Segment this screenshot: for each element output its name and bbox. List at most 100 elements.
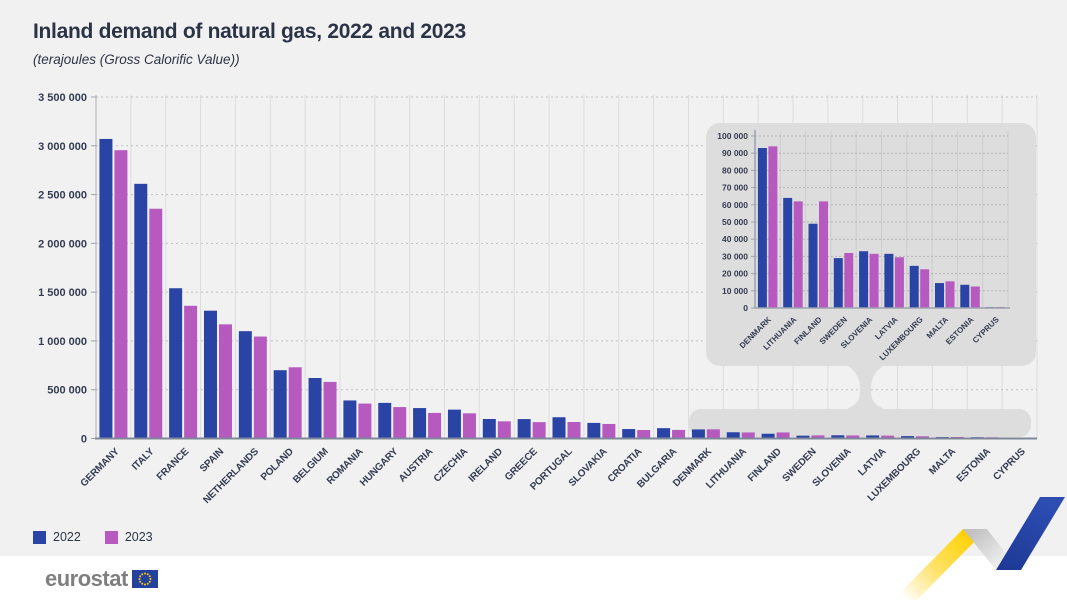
inset-bar-2022-estonia <box>960 284 970 308</box>
bar-2022-slovenia <box>831 435 845 439</box>
inset-bar-2022-luxembourg <box>909 265 919 308</box>
inset-bar-2023-finland <box>819 201 828 308</box>
inset-bar-2022-denmark <box>757 148 767 308</box>
bar-2023-sweden <box>811 435 825 439</box>
bar-2023-slovakia <box>602 423 616 439</box>
main-x-label: MALTA <box>927 446 958 477</box>
eurostat-logo: eurostat <box>45 566 158 592</box>
main-x-label: CYPRUS <box>991 446 1028 483</box>
inset-y-tick-label: 30 000 <box>722 251 748 261</box>
eu-flag-icon <box>131 570 158 588</box>
inset-y-tick-label: 60 000 <box>722 200 748 210</box>
inset-bar-2022-slovenia <box>859 251 869 308</box>
inset-y-tick-label: 100 000 <box>717 131 748 141</box>
bar-2022-czechia <box>447 409 461 439</box>
bar-2023-france <box>184 305 198 439</box>
inset-y-tick-label: 50 000 <box>722 217 748 227</box>
legend-swatch-2022-icon <box>33 530 46 544</box>
inset-y-tick-label: 10 000 <box>722 286 748 296</box>
main-x-label: IRELAND <box>467 446 505 484</box>
main-x-label: FINLAND <box>746 446 784 484</box>
inset-bar-2023-denmark <box>768 146 778 308</box>
inset-y-tick-label: 0 <box>743 303 748 313</box>
bar-2023-netherlands <box>253 336 267 439</box>
main-x-label: ESTONIA <box>955 446 993 484</box>
main-x-label: HUNGARY <box>358 446 401 489</box>
inset-y-tick-label: 40 000 <box>722 234 748 244</box>
main-y-tick-label: 3 500 000 <box>38 92 87 104</box>
main-x-label: AUSTRIA <box>397 446 435 484</box>
bar-2022-poland <box>273 370 287 439</box>
bar-2023-romania <box>358 403 372 439</box>
main-y-tick-label: 3 000 000 <box>38 141 87 153</box>
main-y-tick-label: 0 <box>81 434 87 446</box>
chart-subtitle: (terajoules (Gross Calorific Value)) <box>33 52 240 67</box>
inset-bar-2023-latvia <box>894 257 904 308</box>
inset-bar-2023-sweden <box>844 252 854 308</box>
bar-2022-latvia <box>866 435 880 439</box>
bar-2022-france <box>169 288 183 439</box>
bar-2022-luxembourg <box>901 436 915 439</box>
bar-2022-portugal <box>552 417 566 439</box>
main-y-tick-label: 2 000 000 <box>38 238 87 250</box>
bar-2023-poland <box>288 367 302 439</box>
bar-2022-belgium <box>308 378 322 439</box>
legend-label-2022: 2022 <box>53 530 81 544</box>
inset-bar-2022-latvia <box>884 253 894 308</box>
inset-bar-2023-luxembourg <box>920 269 930 308</box>
bar-2023-lithuania <box>741 432 755 439</box>
bar-2022-sweden <box>796 435 810 439</box>
main-y-tick-label: 500 000 <box>47 385 87 397</box>
eurostat-logo-text: eurostat <box>45 566 128 591</box>
bar-2023-germany <box>114 150 128 439</box>
bar-2023-luxembourg <box>916 436 930 439</box>
inset-bar-2022-lithuania <box>783 197 793 308</box>
bar-2022-greece <box>517 419 531 439</box>
inset-callout-neck <box>845 364 886 410</box>
bar-2023-portugal <box>567 422 581 439</box>
bar-2023-belgium <box>323 381 337 439</box>
bar-2023-austria <box>428 412 442 439</box>
legend-item-2023: 2023 <box>104 530 153 544</box>
bar-2023-italy <box>149 208 163 439</box>
bar-2022-hungary <box>378 402 392 439</box>
main-x-label: ITALY <box>130 446 157 473</box>
bar-2022-austria <box>413 408 427 439</box>
bar-2023-slovenia <box>846 435 860 439</box>
inset-bar-2022-sweden <box>833 258 843 308</box>
bar-2023-czechia <box>462 413 476 439</box>
main-y-tick-label: 1 500 000 <box>38 287 87 299</box>
main-y-tick-label: 2 500 000 <box>38 190 87 202</box>
footer-strip <box>0 556 1067 600</box>
bar-2023-hungary <box>393 407 407 439</box>
bar-2022-slovakia <box>587 422 601 439</box>
bar-2022-germany <box>99 138 113 439</box>
bar-2022-spain <box>203 310 217 439</box>
legend-label-2023: 2023 <box>124 530 153 544</box>
legend: 2022 2023 <box>33 530 153 544</box>
main-x-label: GERMANY <box>79 446 122 489</box>
inset-bar-2022-malta <box>935 283 944 308</box>
inset-bar-2023-malta <box>945 281 955 308</box>
chart-title: Inland demand of natural gas, 2022 and 2… <box>33 20 466 43</box>
bar-2022-croatia <box>622 429 636 439</box>
main-y-tick-label: 1 000 000 <box>38 336 87 348</box>
main-x-label: SPAIN <box>198 446 226 474</box>
bar-2022-netherlands <box>238 331 252 439</box>
inset-y-tick-label: 90 000 <box>722 148 748 158</box>
main-x-label: LATVIA <box>856 446 888 478</box>
inset-y-tick-label: 80 000 <box>722 165 748 175</box>
legend-item-2022: 2022 <box>33 530 81 544</box>
inset-y-tick-label: 70 000 <box>722 183 748 193</box>
bar-2023-ireland <box>497 421 511 439</box>
bar-2022-lithuania <box>726 432 740 439</box>
bar-2023-croatia <box>637 430 651 439</box>
main-x-label: CZECHIA <box>432 446 470 484</box>
bar-2023-greece <box>532 422 546 439</box>
bar-2023-denmark <box>706 429 720 439</box>
bar-chart-svg: 0 500 000 1 000 000 1 500 000 2 000 000 2 500… <box>38 92 1038 506</box>
inset-bar-2022-finland <box>808 223 818 308</box>
bar-2022-denmark <box>691 429 705 439</box>
bar-2022-bulgaria <box>657 428 671 439</box>
